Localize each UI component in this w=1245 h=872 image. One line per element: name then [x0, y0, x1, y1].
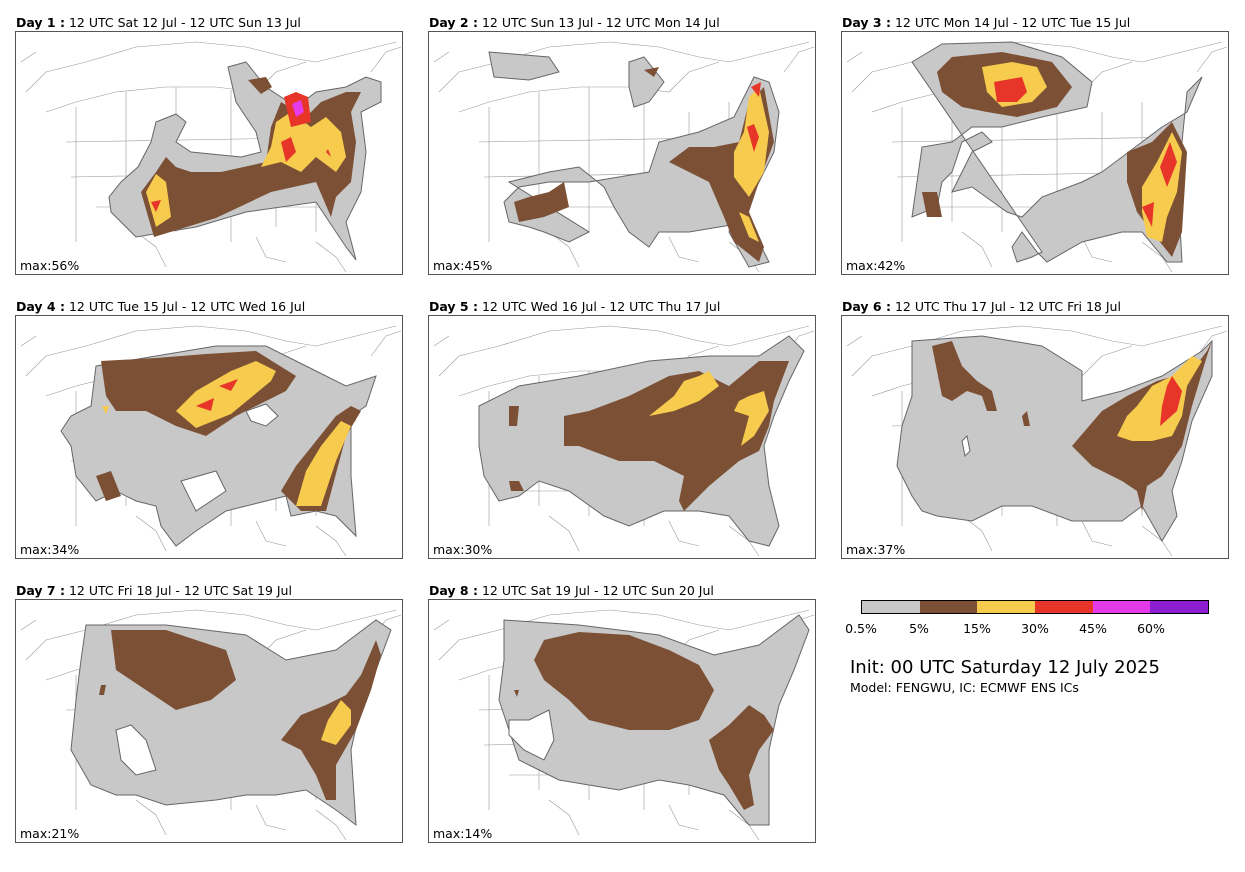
model-label: Model: FENGWU, IC: ECMWF ENS ICs [850, 680, 1079, 695]
map-panel-day3: max:42% [841, 31, 1229, 275]
period-label: 12 UTC Thu 17 Jul - 12 UTC Fri 18 Jul [894, 299, 1121, 314]
map-panel-day6: max:37% [841, 315, 1229, 559]
probability-map [846, 41, 1228, 273]
probability-map [846, 325, 1228, 557]
period-label: 12 UTC Wed 16 Jul - 12 UTC Thu 17 Jul [481, 299, 721, 314]
probability-map [433, 325, 815, 557]
panel-title-day1: Day 1 : 12 UTC Sat 12 Jul - 12 UTC Sun 1… [16, 15, 301, 30]
max-label: max:21% [20, 826, 80, 841]
colorbar-bin-5 [1092, 601, 1151, 613]
day-label: Day 4 : [16, 299, 65, 314]
period-label: 12 UTC Tue 15 Jul - 12 UTC Wed 16 Jul [68, 299, 306, 314]
day-label: Day 2 : [429, 15, 478, 30]
panel-title-day8: Day 8 : 12 UTC Sat 19 Jul - 12 UTC Sun 2… [429, 583, 714, 598]
colorbar-bin-4 [1035, 601, 1093, 613]
max-label: max:14% [433, 826, 493, 841]
panel-title-day3: Day 3 : 12 UTC Mon 14 Jul - 12 UTC Tue 1… [842, 15, 1130, 30]
colorbar [861, 600, 1209, 614]
colorbar-tick: 15% [963, 621, 991, 636]
probability-map [20, 609, 402, 841]
max-label: max:37% [846, 542, 906, 557]
panel-title-day6: Day 6 : 12 UTC Thu 17 Jul - 12 UTC Fri 1… [842, 299, 1121, 314]
max-label: max:30% [433, 542, 493, 557]
colorbar-bin-1 [862, 601, 920, 613]
period-label: 12 UTC Mon 14 Jul - 12 UTC Tue 15 Jul [894, 15, 1131, 30]
day-label: Day 6 : [842, 299, 891, 314]
colorbar-bin-2 [919, 601, 978, 613]
max-label: max:34% [20, 542, 80, 557]
probability-map [433, 609, 815, 841]
probability-map [20, 41, 402, 273]
max-label: max:42% [846, 258, 906, 273]
day-label: Day 5 : [429, 299, 478, 314]
max-label: max:56% [20, 258, 80, 273]
map-panel-day5: max:30% [428, 315, 816, 559]
period-label: 12 UTC Sun 13 Jul - 12 UTC Mon 14 Jul [481, 15, 720, 30]
day-label: Day 3 : [842, 15, 891, 30]
map-panel-day7: max:21% [15, 599, 403, 843]
colorbar-tick: 60% [1137, 621, 1165, 636]
colorbar-bin-6 [1150, 601, 1209, 613]
panel-title-day7: Day 7 : 12 UTC Fri 18 Jul - 12 UTC Sat 1… [16, 583, 292, 598]
day-label: Day 1 : [16, 15, 65, 30]
colorbar-tick: 5% [909, 621, 929, 636]
colorbar-tick: 30% [1021, 621, 1049, 636]
probability-map [433, 41, 815, 273]
period-label: 12 UTC Sat 19 Jul - 12 UTC Sun 20 Jul [481, 583, 714, 598]
day-label: Day 8 : [429, 583, 478, 598]
map-panel-day8: max:14% [428, 599, 816, 843]
colorbar-bin-3 [977, 601, 1036, 613]
panel-title-day2: Day 2 : 12 UTC Sun 13 Jul - 12 UTC Mon 1… [429, 15, 720, 30]
map-panel-day2: max:45% [428, 31, 816, 275]
map-panel-day4: max:34% [15, 315, 403, 559]
panel-title-day5: Day 5 : 12 UTC Wed 16 Jul - 12 UTC Thu 1… [429, 299, 720, 314]
init-time-label: Init: 00 UTC Saturday 12 July 2025 [850, 657, 1160, 678]
period-label: 12 UTC Fri 18 Jul - 12 UTC Sat 19 Jul [68, 583, 292, 598]
colorbar-tick: 0.5% [845, 621, 877, 636]
colorbar-tick: 45% [1079, 621, 1107, 636]
max-label: max:45% [433, 258, 493, 273]
period-label: 12 UTC Sat 12 Jul - 12 UTC Sun 13 Jul [68, 15, 301, 30]
map-panel-day1: max:56% [15, 31, 403, 275]
day-label: Day 7 : [16, 583, 65, 598]
probability-map [20, 325, 402, 557]
panel-title-day4: Day 4 : 12 UTC Tue 15 Jul - 12 UTC Wed 1… [16, 299, 305, 314]
